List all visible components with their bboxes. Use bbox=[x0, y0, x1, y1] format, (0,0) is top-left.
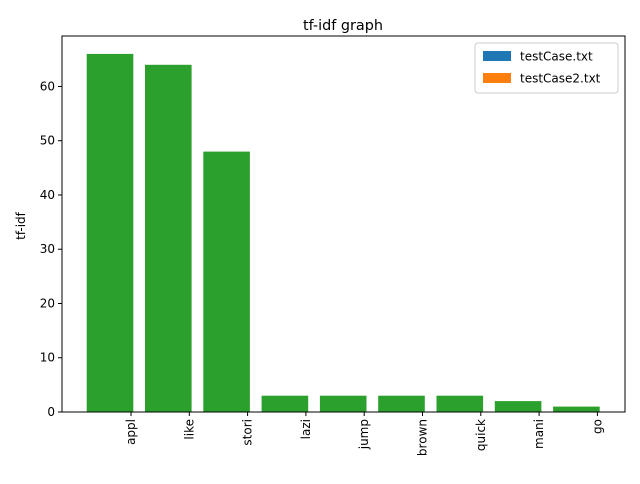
y-tick-label: 0 bbox=[47, 405, 55, 419]
y-tick-label: 30 bbox=[40, 242, 55, 256]
chart-title: tf-idf graph bbox=[303, 18, 383, 34]
bar-s2-appl bbox=[86, 53, 134, 413]
x-tick-label-appl: appl bbox=[124, 419, 138, 445]
y-tick-label: 50 bbox=[40, 134, 55, 148]
legend: testCase.txt testCase2.txt bbox=[474, 42, 619, 94]
x-tick-label-go: go bbox=[590, 419, 604, 434]
bar-s2-lazi bbox=[261, 395, 309, 412]
y-tick-label: 60 bbox=[40, 79, 55, 93]
y-tick-label: 20 bbox=[40, 296, 55, 310]
bar-s2-jump bbox=[319, 395, 367, 412]
bar-s2-like bbox=[145, 64, 192, 413]
bar-s2-go bbox=[553, 406, 600, 412]
legend-swatch bbox=[483, 51, 511, 61]
y-axis-label: tf-idf bbox=[14, 211, 28, 240]
legend-swatch bbox=[483, 73, 511, 83]
x-tick-label-jump: jump bbox=[357, 419, 371, 450]
x-tick-label-quick: quick bbox=[474, 419, 488, 451]
bar-s2-brown bbox=[378, 395, 425, 412]
legend-label: testCase2.txt bbox=[520, 72, 601, 86]
x-tick-label-lazi: lazi bbox=[299, 419, 313, 439]
x-tick-label-brown: brown bbox=[416, 419, 430, 456]
y-tick-label: 40 bbox=[40, 188, 55, 202]
bar-s2-stori bbox=[203, 151, 250, 412]
y-tick-label: 10 bbox=[40, 351, 55, 365]
plot-frame bbox=[61, 35, 626, 413]
x-tick-label-stori: stori bbox=[241, 419, 255, 446]
x-tick-label-mani: mani bbox=[532, 419, 546, 449]
y-axis: 0 10 20 30 40 50 60 bbox=[40, 79, 62, 419]
bar-s2-mani bbox=[494, 401, 542, 412]
bar-s2-quick bbox=[436, 395, 484, 412]
x-tick-label-like: like bbox=[182, 419, 196, 440]
bars bbox=[86, 53, 600, 413]
x-axis: appl like stori lazi jump brown quick mani go bbox=[124, 412, 604, 456]
legend-label: testCase.txt bbox=[520, 50, 593, 64]
